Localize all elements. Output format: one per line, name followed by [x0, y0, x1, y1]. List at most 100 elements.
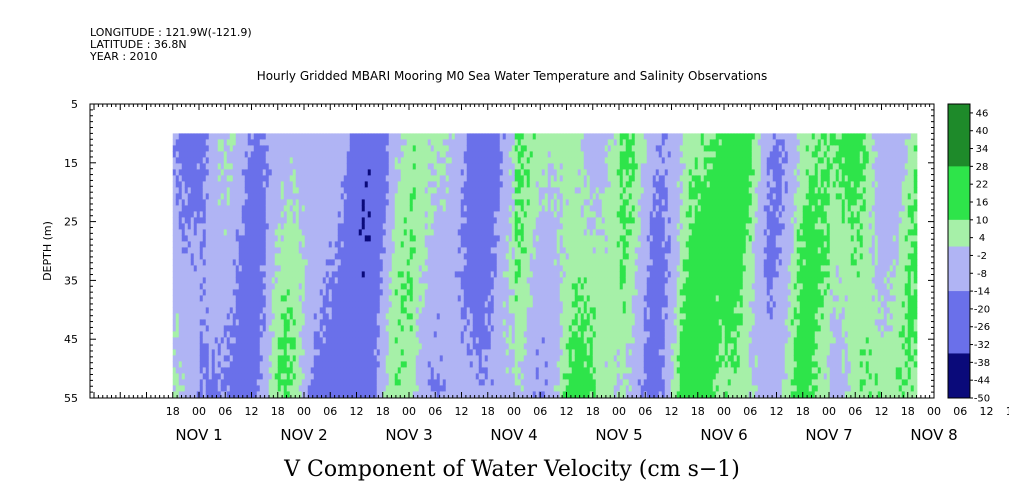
heatmap-cell — [187, 187, 192, 194]
heatmap-cell — [445, 163, 450, 170]
heatmap-cell — [334, 325, 339, 332]
heatmap-cell — [457, 199, 462, 206]
heatmap-cell — [502, 313, 507, 320]
heatmap-cell — [436, 175, 441, 182]
heatmap-cell — [451, 349, 456, 356]
heatmap-cell — [199, 295, 204, 302]
heatmap-cell — [235, 313, 240, 320]
heatmap-cell — [427, 355, 432, 362]
heatmap-cell — [184, 271, 189, 278]
heatmap-cell — [388, 307, 393, 314]
heatmap-cell — [418, 283, 423, 290]
heatmap-cell — [256, 379, 261, 386]
heatmap-cell — [205, 157, 210, 164]
heatmap-cell — [412, 163, 417, 170]
heatmap-cell — [184, 349, 189, 356]
heatmap-cell — [196, 145, 201, 152]
heatmap-cell — [379, 337, 384, 344]
heatmap-cell — [448, 337, 453, 344]
heatmap-cell — [226, 337, 231, 344]
heatmap-cell — [301, 235, 306, 242]
heatmap-cell — [331, 205, 336, 212]
heatmap-cell — [334, 373, 339, 380]
heatmap-cell — [433, 295, 438, 302]
heatmap-cell — [241, 217, 246, 224]
heatmap-cell — [418, 259, 423, 266]
heatmap-cell — [262, 145, 267, 152]
heatmap-cell — [481, 169, 486, 176]
heatmap-cell — [247, 229, 252, 236]
heatmap-cell — [316, 325, 321, 332]
heatmap-cell — [280, 133, 285, 140]
heatmap-cell — [292, 199, 297, 206]
heatmap-cell — [268, 139, 273, 146]
heatmap-cell — [367, 265, 372, 272]
heatmap-cell — [349, 133, 354, 140]
heatmap-cell — [448, 391, 453, 398]
heatmap-cell — [202, 169, 207, 176]
heatmap-cell — [262, 373, 267, 380]
heatmap-cell — [361, 331, 366, 338]
heatmap-cell — [406, 163, 411, 170]
heatmap-cell — [367, 211, 372, 218]
heatmap-cell — [304, 307, 309, 314]
heatmap-cell — [403, 259, 408, 266]
heatmap-cell — [274, 223, 279, 230]
heatmap-cell — [397, 139, 402, 146]
heatmap-cell — [226, 331, 231, 338]
heatmap-cell — [277, 217, 282, 224]
heatmap-cell — [319, 217, 324, 224]
heatmap-cell — [292, 301, 297, 308]
heatmap-cell — [319, 343, 324, 350]
heatmap-cell — [424, 289, 429, 296]
heatmap-cell — [487, 385, 492, 392]
heatmap-cell — [187, 307, 192, 314]
heatmap-cell — [178, 229, 183, 236]
heatmap-cell — [439, 343, 444, 350]
heatmap-cell — [334, 355, 339, 362]
heatmap-cell — [277, 295, 282, 302]
heatmap-cell — [412, 211, 417, 218]
heatmap-cell — [241, 277, 246, 284]
heatmap-cell — [262, 223, 267, 230]
heatmap-cell — [349, 139, 354, 146]
heatmap-cell — [310, 157, 315, 164]
heatmap-cell — [343, 175, 348, 182]
heatmap-cell — [208, 139, 213, 146]
heatmap-cell — [178, 151, 183, 158]
heatmap-cell — [427, 367, 432, 374]
heatmap-cell — [493, 301, 498, 308]
heatmap-cell — [481, 391, 486, 398]
heatmap-cell — [454, 313, 459, 320]
heatmap-cell — [394, 253, 399, 260]
heatmap-cell — [253, 253, 258, 260]
heatmap-cell — [439, 175, 444, 182]
heatmap-cell — [316, 139, 321, 146]
heatmap-cell — [379, 367, 384, 374]
heatmap-cell — [442, 169, 447, 176]
heatmap-cell — [355, 361, 360, 368]
heatmap-cell — [427, 337, 432, 344]
heatmap-cell — [343, 355, 348, 362]
heatmap-cell — [238, 223, 243, 230]
heatmap-cell — [286, 355, 291, 362]
heatmap-cell — [268, 301, 273, 308]
heatmap-cell — [241, 223, 246, 230]
heatmap-cell — [184, 247, 189, 254]
heatmap-cell — [385, 343, 390, 350]
heatmap-cell — [265, 313, 270, 320]
heatmap-cell — [211, 229, 216, 236]
heatmap-cell — [490, 361, 495, 368]
heatmap-cell — [388, 229, 393, 236]
heatmap-cell — [358, 277, 363, 284]
heatmap-cell — [181, 145, 186, 152]
heatmap-cell — [298, 331, 303, 338]
heatmap-cell — [199, 379, 204, 386]
heatmap-cell — [493, 211, 498, 218]
heatmap-cell — [418, 385, 423, 392]
heatmap-cell — [463, 289, 468, 296]
heatmap-cell — [217, 379, 222, 386]
heatmap-cell — [214, 205, 219, 212]
heatmap-cell — [478, 193, 483, 200]
heatmap-cell — [346, 331, 351, 338]
